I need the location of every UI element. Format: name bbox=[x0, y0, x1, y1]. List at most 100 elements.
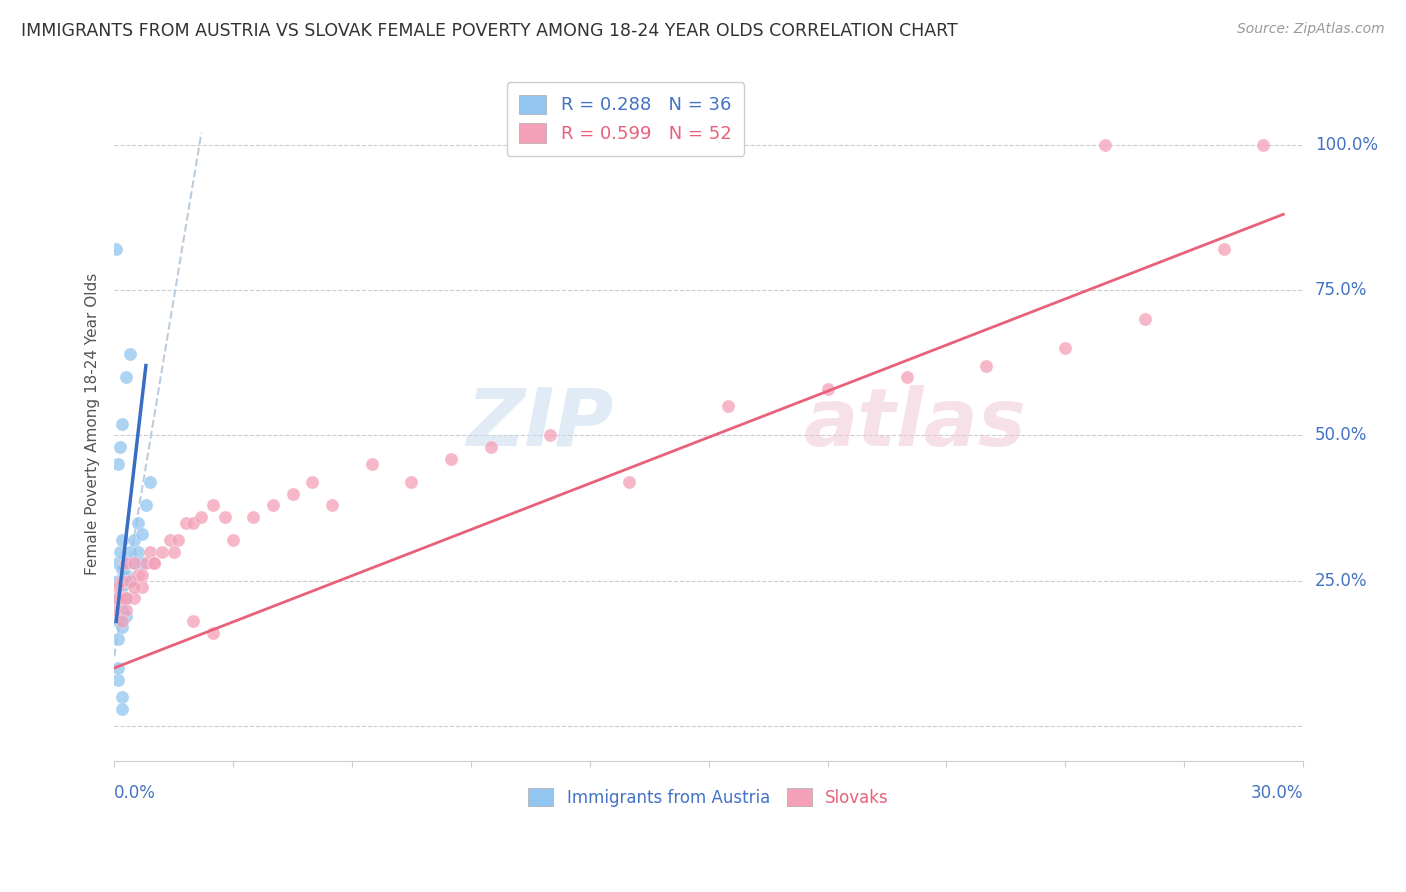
Point bbox=[717, 399, 740, 413]
Point bbox=[150, 544, 173, 558]
Point bbox=[131, 580, 153, 594]
Point bbox=[440, 451, 463, 466]
Point bbox=[619, 475, 641, 489]
Point bbox=[105, 591, 128, 606]
Point bbox=[135, 498, 157, 512]
Point bbox=[105, 242, 128, 256]
Point bbox=[111, 603, 134, 617]
Point bbox=[111, 615, 134, 629]
Point bbox=[115, 591, 138, 606]
Point bbox=[105, 603, 128, 617]
Point bbox=[1212, 242, 1234, 256]
Point bbox=[131, 557, 153, 571]
Point bbox=[118, 544, 141, 558]
Text: 0.0%: 0.0% bbox=[114, 784, 156, 802]
Point bbox=[107, 458, 129, 472]
Point bbox=[127, 516, 149, 530]
Point bbox=[159, 533, 181, 547]
Point bbox=[190, 509, 212, 524]
Point bbox=[115, 591, 138, 606]
Point bbox=[111, 591, 134, 606]
Point bbox=[127, 568, 149, 582]
Point bbox=[222, 533, 245, 547]
Legend: Immigrants from Austria, Slovaks: Immigrants from Austria, Slovaks bbox=[522, 781, 896, 814]
Point bbox=[107, 580, 129, 594]
Point bbox=[896, 370, 918, 384]
Point bbox=[111, 574, 134, 588]
Point bbox=[115, 370, 138, 384]
Point bbox=[401, 475, 423, 489]
Text: 75.0%: 75.0% bbox=[1315, 281, 1367, 299]
Point bbox=[115, 557, 138, 571]
Point bbox=[107, 632, 129, 646]
Point bbox=[111, 562, 134, 576]
Point bbox=[262, 498, 284, 512]
Point bbox=[321, 498, 343, 512]
Point bbox=[1133, 312, 1156, 326]
Point bbox=[242, 509, 264, 524]
Point bbox=[1054, 341, 1077, 355]
Text: 100.0%: 100.0% bbox=[1315, 136, 1378, 153]
Point bbox=[122, 580, 145, 594]
Point bbox=[111, 580, 134, 594]
Text: 25.0%: 25.0% bbox=[1315, 572, 1368, 590]
Text: IMMIGRANTS FROM AUSTRIA VS SLOVAK FEMALE POVERTY AMONG 18-24 YEAR OLDS CORRELATI: IMMIGRANTS FROM AUSTRIA VS SLOVAK FEMALE… bbox=[21, 22, 957, 40]
Point bbox=[214, 509, 236, 524]
Text: Source: ZipAtlas.com: Source: ZipAtlas.com bbox=[1237, 22, 1385, 37]
Point bbox=[115, 557, 138, 571]
Point bbox=[142, 557, 165, 571]
Point bbox=[202, 498, 225, 512]
Point bbox=[301, 475, 323, 489]
Point bbox=[108, 440, 131, 454]
Point bbox=[122, 533, 145, 547]
Text: 30.0%: 30.0% bbox=[1250, 784, 1303, 802]
Point bbox=[122, 557, 145, 571]
Text: 50.0%: 50.0% bbox=[1315, 426, 1367, 444]
Point bbox=[974, 359, 997, 373]
Point bbox=[1253, 137, 1275, 152]
Point bbox=[107, 615, 129, 629]
Point bbox=[107, 557, 129, 571]
Point bbox=[111, 702, 134, 716]
Point bbox=[135, 557, 157, 571]
Point bbox=[118, 574, 141, 588]
Point bbox=[118, 574, 141, 588]
Point bbox=[281, 486, 304, 500]
Point bbox=[107, 661, 129, 675]
Point bbox=[111, 620, 134, 634]
Point bbox=[107, 591, 129, 606]
Point bbox=[166, 533, 188, 547]
Point bbox=[115, 591, 138, 606]
Point bbox=[107, 673, 129, 687]
Point bbox=[360, 458, 382, 472]
Point bbox=[131, 527, 153, 541]
Point bbox=[183, 615, 205, 629]
Point bbox=[479, 440, 502, 454]
Point bbox=[202, 626, 225, 640]
Point bbox=[115, 568, 138, 582]
Point bbox=[108, 544, 131, 558]
Point bbox=[142, 557, 165, 571]
Point bbox=[174, 516, 197, 530]
Point bbox=[115, 608, 138, 623]
Text: ZIP: ZIP bbox=[467, 384, 613, 463]
Point bbox=[817, 382, 839, 396]
Point bbox=[111, 690, 134, 704]
Y-axis label: Female Poverty Among 18-24 Year Olds: Female Poverty Among 18-24 Year Olds bbox=[86, 273, 100, 574]
Point bbox=[538, 428, 561, 442]
Point bbox=[107, 574, 129, 588]
Point bbox=[111, 417, 134, 431]
Point bbox=[162, 544, 184, 558]
Point bbox=[115, 603, 138, 617]
Point bbox=[118, 347, 141, 361]
Point bbox=[183, 516, 205, 530]
Point bbox=[139, 475, 162, 489]
Point bbox=[122, 557, 145, 571]
Point bbox=[111, 533, 134, 547]
Point bbox=[131, 568, 153, 582]
Point bbox=[1094, 137, 1116, 152]
Point bbox=[127, 544, 149, 558]
Point bbox=[139, 544, 162, 558]
Point bbox=[122, 591, 145, 606]
Text: atlas: atlas bbox=[804, 384, 1026, 463]
